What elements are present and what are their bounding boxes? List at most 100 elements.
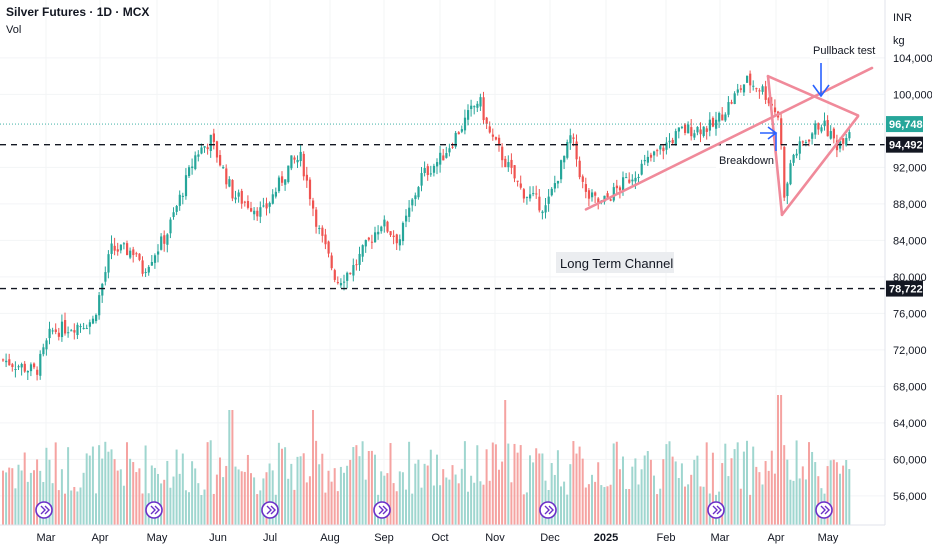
candle-body: [684, 124, 687, 133]
volume-bar: [129, 458, 132, 525]
candle-body: [367, 237, 370, 240]
candle-body: [271, 194, 274, 204]
volume-bar: [70, 490, 73, 525]
candle-body: [380, 226, 383, 232]
candle-body: [395, 234, 398, 244]
candle-body: [653, 151, 656, 156]
candle-body: [14, 369, 17, 371]
candle-body: [256, 210, 259, 217]
level-94492-badge: [886, 136, 923, 153]
volume-bar: [104, 441, 107, 525]
volume-bar: [14, 488, 17, 525]
level-78722-label: 78,722: [889, 284, 923, 296]
candle-body: [560, 160, 563, 180]
candle-body: [808, 139, 811, 142]
candle-body: [414, 195, 417, 200]
candle-body: [538, 196, 541, 211]
candle-body: [23, 363, 26, 372]
candle-body: [773, 107, 777, 113]
volume-bar: [302, 453, 305, 525]
volume-bar: [312, 410, 314, 525]
volume-bar: [228, 410, 231, 525]
candle-body: [352, 265, 355, 276]
volume-bar: [370, 450, 373, 525]
event-marker-icon: [815, 501, 833, 519]
volume-bar: [188, 492, 190, 525]
volume-bar: [646, 451, 649, 525]
candle-body: [848, 132, 851, 139]
volume-bar: [560, 486, 562, 525]
candle-body: [141, 260, 144, 274]
volume-bar: [612, 443, 615, 525]
candle-body: [60, 321, 64, 338]
volume-bar: [758, 472, 761, 525]
candle-body: [398, 239, 401, 246]
candle-body: [668, 140, 671, 143]
candle-body: [739, 88, 742, 90]
trendline-drawings: [584, 63, 874, 217]
candle-body: [268, 202, 271, 207]
volume-bar: [76, 491, 79, 525]
candle-body: [432, 165, 436, 173]
candle-body: [457, 132, 460, 135]
volume-bar: [764, 461, 767, 525]
candle-body: [708, 119, 711, 131]
candle-body: [817, 123, 820, 130]
candle-body: [795, 153, 798, 156]
volume-bar: [445, 477, 448, 525]
candle-body: [448, 148, 451, 153]
pullback-label-bg: [810, 42, 872, 58]
x-tick-label: Nov: [485, 532, 505, 544]
candle-body: [705, 128, 708, 132]
volume-bar: [609, 484, 612, 525]
candle-body: [169, 219, 172, 234]
candle-body: [228, 179, 231, 187]
candle-body: [54, 329, 57, 332]
volume-bar: [634, 458, 637, 525]
volume-bar: [519, 445, 522, 525]
volume-bar: [842, 465, 845, 525]
price-axis[interactable]: INR kg 104,000 100,000 92,000 88,000 84,000 8…: [884, 0, 932, 525]
candle-body: [2, 359, 5, 361]
volume-bar: [200, 494, 203, 525]
candle-body: [253, 210, 256, 215]
volume-bar: [432, 485, 435, 525]
candle-body: [358, 253, 361, 265]
volume-bar: [284, 447, 287, 525]
volume-bar: [231, 410, 234, 525]
volume-bar: [175, 449, 178, 525]
volume-bar: [144, 445, 147, 525]
candle-body: [522, 189, 525, 199]
candle-body: [742, 84, 746, 93]
candle-body: [687, 124, 690, 134]
candle-body: [671, 139, 674, 144]
x-tick-label: 2025: [594, 532, 618, 544]
volume-bar: [569, 464, 572, 525]
candle-body: [42, 347, 45, 355]
y-tick-label: 76,000: [893, 308, 927, 320]
candle-body: [197, 154, 200, 157]
volume-bar: [491, 442, 494, 525]
volume-bar: [73, 486, 76, 525]
candle-body: [575, 141, 578, 160]
volume-bar: [733, 449, 736, 525]
candle-body: [144, 272, 147, 274]
candle-body: [467, 110, 470, 120]
volume-bar: [687, 484, 690, 525]
candle-body: [581, 176, 584, 182]
candle-body: [265, 203, 268, 209]
volume-bar: [2, 470, 4, 525]
volume-bar: [184, 490, 187, 525]
candle-body: [618, 187, 622, 191]
volume-bar: [330, 481, 333, 525]
time-axis[interactable]: Mar Apr May Jun Jul Aug Sep Oct Nov Dec 2025 Feb Mar…: [0, 524, 885, 544]
volume-bar: [584, 487, 587, 525]
volume-bar: [386, 473, 389, 525]
candle-body: [563, 155, 566, 163]
volume-bar: [243, 471, 246, 525]
candle-body: [312, 200, 315, 209]
volume-bar: [408, 441, 411, 525]
volume-bar: [259, 490, 262, 525]
volume-bar: [513, 443, 516, 525]
